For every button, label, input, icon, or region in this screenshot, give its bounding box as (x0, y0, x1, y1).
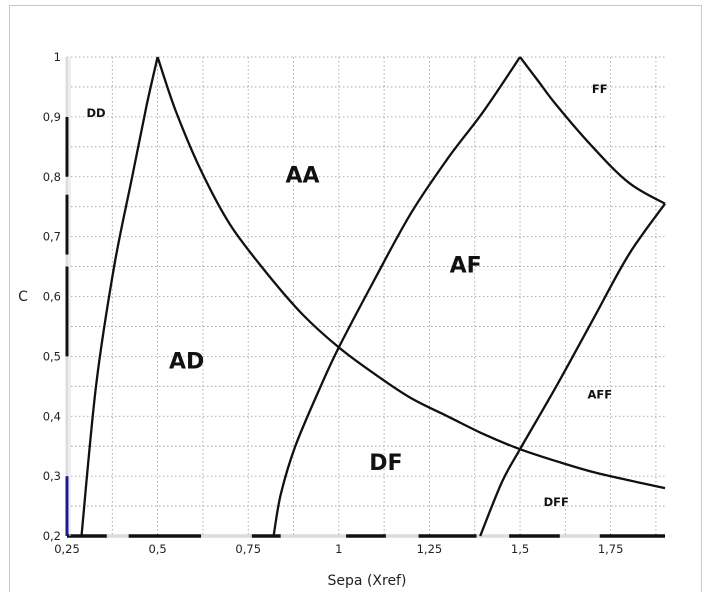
x-tick-label: 1,25 (417, 542, 443, 556)
region-label-ff: FF (592, 82, 608, 96)
y-tick-label: 0,7 (43, 230, 61, 244)
region-label-dff: DFF (544, 495, 569, 509)
boundary-curve-4 (519, 56, 666, 205)
x-tick-label: 0,75 (235, 542, 261, 556)
curves (80, 56, 666, 537)
y-tick-label: 0,6 (43, 290, 61, 304)
region-label-ad: AD (169, 349, 204, 374)
region-label-af: AF (450, 254, 482, 279)
x-tick-label: 1,75 (598, 542, 624, 556)
x-tick-label: 0,25 (54, 542, 80, 556)
region-label-df: DF (369, 451, 402, 476)
y-tick-label: 0,3 (43, 469, 61, 483)
chart-frame (9, 5, 702, 592)
axes: 0,25 0,5 0,75 1 1,25 1,5 1,75 0,2 0,3 0,4 0,5 0,6 0,… (43, 50, 665, 556)
y-tick-label: 0,8 (43, 170, 61, 184)
boundary-curve-3 (272, 56, 521, 537)
x-tick-label: 0,5 (148, 542, 166, 556)
boundary-curve-2 (156, 56, 666, 490)
y-axis-title: C (18, 289, 28, 305)
y-tick-label: 0,4 (43, 409, 61, 423)
region-labels: DD AA AD AF DF FF AFF DFF (86, 82, 612, 509)
region-label-dd: DD (86, 106, 105, 120)
region-label-aff: AFF (587, 387, 612, 401)
y-tick-label: 0,5 (43, 349, 61, 363)
x-tick-label: 1 (335, 542, 342, 556)
boundary-curve-5 (479, 203, 666, 537)
x-tick-label: 1,5 (511, 542, 529, 556)
y-tick-label: 0,9 (43, 110, 61, 124)
x-axis-title: Sepa (Xref) (328, 573, 407, 589)
y-tick-label: 0,2 (43, 529, 61, 543)
region-label-aa: AA (286, 164, 320, 189)
boundary-curve-1 (80, 56, 159, 537)
y-tick-label: 1 (54, 50, 61, 64)
